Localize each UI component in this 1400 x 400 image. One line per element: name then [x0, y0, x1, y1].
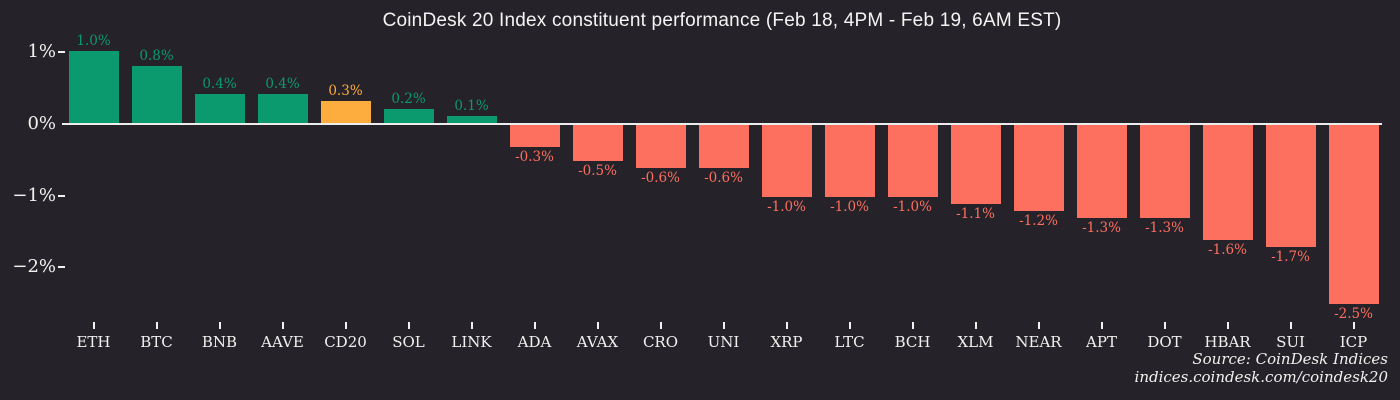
- x-axis-label-BTC: BTC: [140, 333, 173, 351]
- bar-ADA: [509, 125, 560, 147]
- bar-DOT: [1139, 125, 1190, 219]
- value-label-CD20: 0.3%: [328, 83, 363, 100]
- value-label-BNB: 0.4%: [202, 76, 237, 93]
- bar-BTC: [131, 65, 182, 123]
- value-label-UNI: -0.6%: [704, 170, 743, 187]
- x-axis-label-ADA: ADA: [517, 333, 552, 351]
- source-url: indices.coindesk.com/coindesk20: [1134, 367, 1388, 386]
- x-axis-label-LTC: LTC: [834, 333, 865, 351]
- x-axis-tick-mark: [533, 322, 536, 329]
- x-axis-tick-mark: [1163, 322, 1166, 329]
- x-axis-tick-mark: [1100, 322, 1103, 329]
- x-axis-label-SUI: SUI: [1276, 333, 1305, 351]
- y-axis-tick-label: 1%: [27, 41, 56, 63]
- x-axis-tick-mark: [344, 322, 347, 329]
- bar-SUI: [1265, 125, 1316, 247]
- x-axis-tick-mark: [1352, 322, 1355, 329]
- value-label-BTC: 0.8%: [139, 47, 174, 64]
- bar-XLM: [950, 125, 1001, 204]
- y-axis-tick-mark: [58, 51, 65, 54]
- value-label-SOL: 0.2%: [391, 90, 426, 107]
- value-label-BCH: -1.0%: [893, 198, 932, 215]
- value-label-XLM: -1.1%: [956, 205, 995, 222]
- x-axis-tick-mark: [785, 322, 788, 329]
- x-axis-label-HBAR: HBAR: [1204, 333, 1251, 351]
- x-axis-tick-mark: [596, 322, 599, 329]
- x-axis-label-CRO: CRO: [642, 333, 679, 351]
- value-label-HBAR: -1.6%: [1208, 241, 1247, 258]
- bar-UNI: [698, 125, 749, 169]
- y-axis-tick-label: 0%: [27, 113, 56, 134]
- value-label-AAVE: 0.4%: [265, 76, 300, 93]
- x-axis-tick-mark: [1037, 322, 1040, 329]
- x-axis-label-XLM: XLM: [957, 333, 994, 351]
- bar-ICP: [1328, 125, 1379, 305]
- x-axis-tick-mark: [722, 322, 725, 329]
- bar-SOL: [383, 108, 434, 123]
- value-label-LINK: 0.1%: [454, 97, 489, 114]
- x-axis-label-BCH: BCH: [894, 333, 931, 351]
- x-axis-tick-mark: [155, 322, 158, 329]
- value-label-AVAX: -0.5%: [578, 162, 617, 179]
- bar-NEAR: [1013, 125, 1064, 212]
- bar-CRO: [635, 125, 686, 169]
- x-axis-label-CD20: CD20: [324, 333, 367, 351]
- zero-baseline: [62, 123, 1382, 125]
- value-label-CRO: -0.6%: [641, 170, 680, 187]
- value-label-ETH: 1.0%: [76, 33, 111, 50]
- bar-AVAX: [572, 125, 623, 161]
- bar-BNB: [194, 94, 245, 123]
- x-axis-tick-mark: [407, 322, 410, 329]
- value-label-NEAR: -1.2%: [1019, 213, 1058, 230]
- bar-AAVE: [257, 94, 308, 123]
- source-attribution: Source: CoinDesk Indices indices.coindes…: [1134, 350, 1388, 386]
- x-axis-tick-mark: [1226, 322, 1229, 329]
- bar-LTC: [824, 125, 875, 197]
- value-label-SUI: -1.7%: [1271, 248, 1310, 265]
- x-axis-label-NEAR: NEAR: [1015, 333, 1062, 351]
- bar-CD20: [320, 101, 371, 123]
- x-axis-label-AVAX: AVAX: [576, 333, 619, 351]
- x-axis-label-APT: APT: [1086, 333, 1117, 351]
- value-label-ICP: -2.5%: [1334, 306, 1373, 323]
- x-axis-label-SOL: SOL: [392, 333, 425, 351]
- x-axis-label-XRP: XRP: [770, 333, 803, 351]
- bar-BCH: [887, 125, 938, 197]
- y-axis-tick-label: −1%: [12, 184, 56, 206]
- value-label-APT: -1.3%: [1082, 220, 1121, 237]
- x-axis-label-BNB: BNB: [201, 333, 238, 351]
- chart-title: CoinDesk 20 Index constituent performanc…: [382, 10, 1062, 31]
- x-axis-tick-mark: [281, 322, 284, 329]
- x-axis-label-DOT: DOT: [1147, 333, 1182, 351]
- value-label-LTC: -1.0%: [830, 198, 869, 215]
- x-axis-tick-mark: [470, 322, 473, 329]
- x-axis-label-ICP: ICP: [1339, 333, 1368, 351]
- x-axis-label-ETH: ETH: [76, 333, 111, 351]
- x-axis-label-LINK: LINK: [451, 333, 492, 351]
- bar-ETH: [68, 51, 119, 123]
- x-axis-tick-mark: [911, 322, 914, 329]
- x-axis-label-UNI: UNI: [707, 333, 740, 351]
- x-axis-tick-mark: [218, 322, 221, 329]
- value-label-DOT: -1.3%: [1145, 220, 1184, 237]
- x-axis-tick-mark: [974, 322, 977, 329]
- bar-XRP: [761, 125, 812, 197]
- source-text: Source: CoinDesk Indices: [1192, 350, 1388, 368]
- x-axis-label-AAVE: AAVE: [261, 333, 304, 351]
- value-label-XRP: -1.0%: [767, 198, 806, 215]
- bar-LINK: [446, 115, 497, 123]
- y-axis-tick-label: −2%: [12, 256, 56, 278]
- bar-HBAR: [1202, 125, 1253, 240]
- y-axis-tick-mark: [58, 266, 65, 269]
- value-label-ADA: -0.3%: [515, 148, 554, 165]
- x-axis-tick-mark: [92, 322, 95, 329]
- bar-APT: [1076, 125, 1127, 219]
- x-axis-tick-mark: [659, 322, 662, 329]
- x-axis-tick-mark: [1289, 322, 1292, 329]
- x-axis-tick-mark: [848, 322, 851, 329]
- y-axis-tick-mark: [58, 194, 65, 197]
